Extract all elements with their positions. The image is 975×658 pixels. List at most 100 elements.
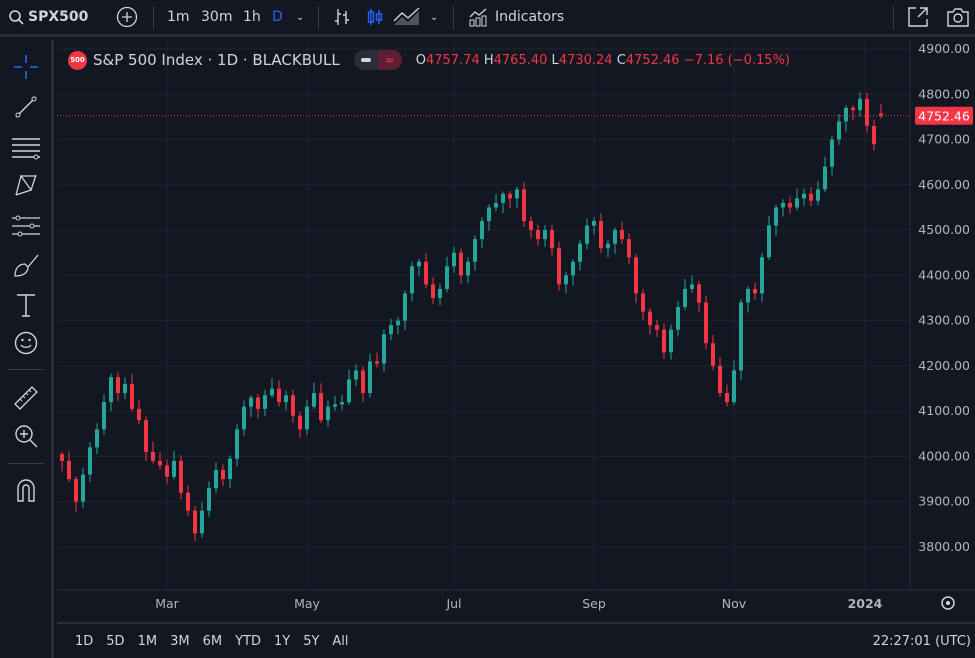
drawing-toolbar bbox=[0, 40, 54, 658]
legend-toggle[interactable]: ≈ bbox=[353, 50, 402, 70]
candle-body bbox=[179, 460, 183, 493]
measure-tool[interactable] bbox=[12, 384, 40, 412]
candle-body bbox=[221, 470, 225, 480]
y-tick-label: 3800.00 bbox=[918, 539, 970, 554]
range-3m[interactable]: 3M bbox=[170, 633, 190, 649]
candle-body bbox=[368, 361, 372, 394]
chart-type-chevron-down-icon[interactable]: ⌄ bbox=[430, 11, 439, 23]
interval-d[interactable]: D bbox=[272, 9, 283, 25]
candle-body bbox=[109, 377, 113, 403]
trend-line-tool[interactable] bbox=[12, 93, 40, 121]
interval-1h[interactable]: 1h bbox=[243, 9, 261, 25]
range-5d[interactable]: 5D bbox=[106, 633, 125, 649]
candle-body bbox=[263, 395, 267, 409]
y-tick-label: 4000.00 bbox=[918, 448, 970, 463]
clock[interactable]: 22:27:01 (UTC) bbox=[872, 633, 971, 649]
symbol-search[interactable]: SPX500 bbox=[8, 0, 88, 34]
top-toolbar: SPX500 1m 30m 1h D ⌄ ⌄ Indicators bbox=[0, 0, 975, 37]
magnet-tool[interactable] bbox=[12, 476, 40, 504]
candle-body bbox=[830, 139, 834, 167]
candle-body bbox=[151, 451, 155, 461]
candle-body bbox=[550, 230, 554, 249]
candle-body bbox=[417, 261, 421, 267]
screenshot-button[interactable] bbox=[946, 0, 970, 34]
y-tick-label: 4400.00 bbox=[918, 267, 970, 282]
pattern-tool[interactable] bbox=[12, 171, 40, 199]
candles-icon bbox=[367, 9, 383, 25]
candle-body bbox=[760, 257, 764, 294]
interval-30m[interactable]: 30m bbox=[201, 9, 233, 25]
candle-body bbox=[739, 302, 743, 371]
candle-chart-type-button[interactable] bbox=[366, 0, 384, 34]
magnet-icon bbox=[17, 479, 35, 502]
candle-body bbox=[200, 510, 204, 534]
price-chart[interactable]: 4900.00 4800.00 4700.00 4600.00 4500.00 4400.… bbox=[57, 40, 975, 622]
last-price-label: 4752.46 bbox=[918, 108, 970, 123]
range-6m[interactable]: 6M bbox=[202, 633, 223, 649]
candle-body bbox=[704, 302, 708, 344]
candle-body bbox=[284, 395, 288, 403]
candle-body bbox=[648, 311, 652, 326]
candle-body bbox=[242, 406, 246, 430]
pattern-icon bbox=[15, 174, 37, 196]
candle-body bbox=[165, 465, 169, 477]
x-tick-label: Nov bbox=[722, 596, 747, 611]
candle-body bbox=[445, 266, 449, 289]
symbol-label: SPX500 bbox=[28, 9, 89, 25]
candle-body bbox=[746, 288, 750, 303]
interval-1m[interactable]: 1m bbox=[167, 9, 190, 25]
range-1y[interactable]: 1Y bbox=[273, 633, 291, 649]
forecast-tool[interactable] bbox=[12, 212, 40, 240]
candle-body bbox=[599, 221, 603, 249]
range-1m[interactable]: 1M bbox=[137, 633, 158, 649]
x-tick-label: Mar bbox=[155, 596, 179, 611]
ruler-icon bbox=[14, 386, 38, 410]
bar-chart-type-button[interactable] bbox=[333, 0, 351, 34]
candle-body bbox=[228, 458, 232, 480]
candle-body bbox=[487, 207, 491, 222]
candle-body bbox=[193, 510, 197, 534]
range-1d[interactable]: 1D bbox=[75, 633, 94, 649]
candle-body bbox=[732, 370, 736, 403]
settings-gear-center bbox=[946, 601, 950, 605]
candle-body bbox=[564, 275, 568, 285]
candle-body bbox=[235, 429, 239, 459]
open-value: 4757.74 bbox=[425, 52, 480, 68]
brush-tool[interactable] bbox=[12, 251, 40, 279]
candlestick-chart[interactable]: 4900.00 4800.00 4700.00 4600.00 4500.00 4400.… bbox=[57, 40, 975, 622]
area-chart-type-button[interactable] bbox=[393, 0, 421, 34]
ohlc-bars-icon bbox=[335, 9, 349, 25]
candle-body bbox=[459, 252, 463, 276]
candle-body bbox=[865, 98, 869, 126]
candle-body bbox=[466, 261, 470, 276]
candle-body bbox=[711, 343, 715, 366]
y-tick-label: 4200.00 bbox=[918, 358, 970, 373]
candle-body bbox=[606, 243, 610, 249]
settings-gear-icon[interactable] bbox=[941, 596, 955, 610]
candle-body bbox=[347, 379, 351, 403]
text-tool[interactable] bbox=[12, 291, 40, 319]
legend-title: S&P 500 Index · 1D · BLACKBULL bbox=[93, 51, 340, 69]
candle-body bbox=[578, 243, 582, 262]
indicators-button[interactable]: Indicators bbox=[468, 0, 564, 34]
candle-body bbox=[438, 288, 442, 298]
candle-body bbox=[207, 488, 211, 511]
candle-body bbox=[774, 207, 778, 226]
zoom-tool[interactable] bbox=[12, 422, 40, 450]
emoji-tool[interactable] bbox=[12, 329, 40, 357]
candle-body bbox=[396, 320, 400, 326]
candle-body bbox=[270, 388, 274, 396]
fib-tool[interactable] bbox=[12, 133, 40, 161]
candle-body bbox=[158, 460, 162, 466]
fullscreen-button[interactable] bbox=[907, 0, 929, 34]
search-icon bbox=[9, 10, 24, 25]
range-all[interactable]: All bbox=[332, 633, 349, 649]
candle-body bbox=[543, 230, 547, 240]
interval-chevron-down-icon[interactable]: ⌄ bbox=[296, 11, 305, 23]
candle-body bbox=[788, 202, 792, 208]
add-symbol-button[interactable] bbox=[116, 0, 138, 34]
last-price-tag bbox=[915, 106, 973, 125]
crosshair-tool[interactable] bbox=[12, 53, 40, 81]
range-ytd[interactable]: YTD bbox=[235, 633, 261, 649]
range-5y[interactable]: 5Y bbox=[303, 633, 320, 649]
